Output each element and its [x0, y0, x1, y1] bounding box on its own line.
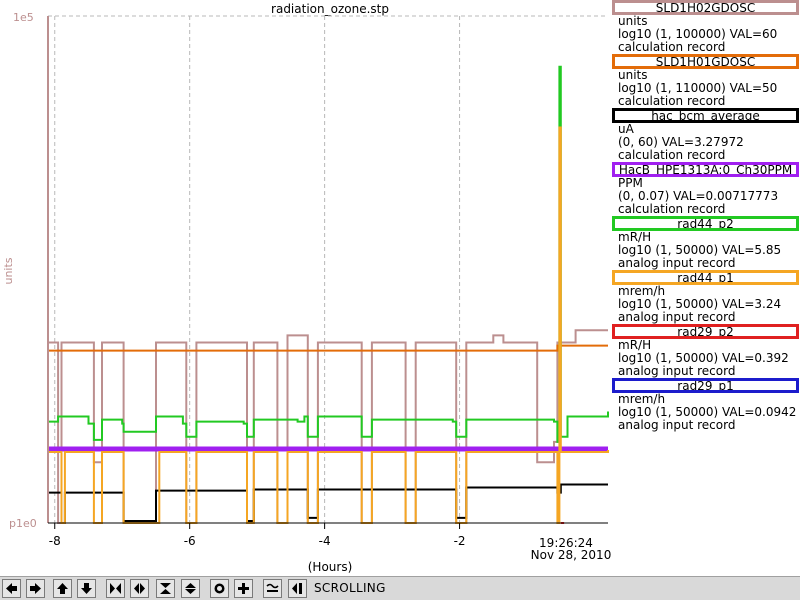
- circle-icon: [214, 583, 225, 594]
- series-line-rad44-p2: [48, 65, 609, 443]
- legend-item[interactable]: SLD1H01GDOSC units log10 (1, 110000) VAL=5…: [612, 54, 800, 108]
- zoom-in-y-button[interactable]: [156, 579, 175, 598]
- arrow-up-icon: [57, 583, 68, 594]
- legend-item[interactable]: rad29_p1 mrem/h log10 (1, 50000) VAL=0.094…: [612, 378, 800, 432]
- legend-item[interactable]: SLD1H02GDOSC units log10 (1, 100000) VAL=6…: [612, 0, 800, 54]
- scroll-left-button[interactable]: [2, 579, 21, 598]
- legend-range: (0, 0.07) VAL=0.00717773: [618, 189, 779, 203]
- legend-record-type: calculation record: [618, 94, 726, 108]
- legend-series-name: rad29_p2: [612, 324, 799, 339]
- x-tick-label: -8: [49, 534, 61, 548]
- x-tick-label: -4: [319, 534, 331, 548]
- x-axis-label: (Hours): [308, 560, 353, 574]
- legend-record-type: calculation record: [618, 40, 726, 54]
- arrow-right-icon: [30, 583, 41, 594]
- compress-vertical-icon: [185, 583, 196, 594]
- legend-series-name: SLD1H02GDOSC: [612, 0, 799, 15]
- zoom-out-y-button[interactable]: [181, 579, 200, 598]
- arrow-down-icon: [81, 583, 92, 594]
- center-button[interactable]: [234, 579, 253, 598]
- legend-range: log10 (1, 50000) VAL=0.392: [618, 351, 789, 365]
- toggle-scroll-button[interactable]: [288, 579, 307, 598]
- zoom-out-x-button[interactable]: [130, 579, 149, 598]
- legend-range: log10 (1, 100000) VAL=60: [618, 27, 778, 41]
- toolbar: SCROLLING: [0, 576, 800, 600]
- legend: SLD1H02GDOSC units log10 (1, 100000) VAL=6…: [612, 0, 800, 432]
- legend-range: (0, 60) VAL=3.27972: [618, 135, 744, 149]
- series-lines: [48, 65, 609, 524]
- y-axis-bottom-label: p1e0: [9, 517, 37, 530]
- autoscale-button[interactable]: [210, 579, 229, 598]
- legend-record-type: analog input record: [618, 418, 736, 432]
- legend-series-name: hac_bcm_average: [612, 108, 799, 123]
- legend-units: uA: [618, 122, 634, 136]
- status-text: SCROLLING: [314, 581, 386, 595]
- legend-units: units: [618, 14, 648, 28]
- legend-units: PPM: [618, 176, 643, 190]
- series-line-sld1h01gdosc: [48, 344, 608, 352]
- legend-record-type: analog input record: [618, 256, 736, 270]
- legend-range: log10 (1, 50000) VAL=5.85: [618, 243, 782, 257]
- legend-record-type: calculation record: [618, 148, 726, 162]
- legend-item[interactable]: rad29_p2 mR/H log10 (1, 50000) VAL=0.392 an…: [612, 324, 800, 378]
- current-date-label: Nov 28, 2010: [531, 548, 612, 562]
- legend-series-name: SLD1H01GDOSC: [612, 54, 799, 69]
- grid: [48, 15, 608, 523]
- scale-icon: [266, 583, 279, 592]
- compress-horizontal-icon: [134, 583, 145, 594]
- cross-icon: [238, 583, 249, 594]
- legend-range: log10 (1, 110000) VAL=50: [618, 81, 778, 95]
- y-axis-top-label: 1e5: [13, 11, 34, 24]
- legend-item[interactable]: hac_bcm_average uA (0, 60) VAL=3.27972 calc…: [612, 108, 800, 162]
- legend-item[interactable]: rad44_p2 mR/H log10 (1, 50000) VAL=5.85 ana…: [612, 216, 800, 270]
- legend-record-type: calculation record: [618, 202, 726, 216]
- expand-vertical-icon: [160, 583, 171, 594]
- plot-area[interactable]: radiation_ozone.stp 1e5 p1e0 units -8 -6-…: [0, 0, 612, 576]
- expand-horizontal-icon: [110, 583, 121, 594]
- series-line-hac-bcm-average: [48, 483, 608, 524]
- series-line-rad44-p1: [48, 126, 609, 524]
- legend-range: log10 (1, 50000) VAL=0.0942: [618, 405, 797, 419]
- chart-title: radiation_ozone.stp: [271, 2, 389, 16]
- scroll-toggle-icon: [292, 583, 302, 594]
- legend-units: mR/H: [618, 230, 652, 244]
- y-axis-label: units: [2, 257, 15, 284]
- legend-series-name: rad44_p2: [612, 216, 799, 231]
- legend-item[interactable]: HacB_HPE1313A:0_Ch30PPM PPM (0, 0.07) VAL=…: [612, 162, 800, 216]
- legend-units: mR/H: [618, 338, 652, 352]
- legend-item[interactable]: rad44_p1 mrem/h log10 (1, 50000) VAL=3.24 a…: [612, 270, 800, 324]
- legend-units: units: [618, 68, 648, 82]
- legend-range: log10 (1, 50000) VAL=3.24: [618, 297, 782, 311]
- scroll-down-button[interactable]: [77, 579, 96, 598]
- arrow-left-icon: [6, 583, 17, 594]
- legend-record-type: analog input record: [618, 310, 736, 324]
- x-tick-label: -2: [454, 534, 466, 548]
- legend-record-type: analog input record: [618, 364, 736, 378]
- legend-series-name: HacB_HPE1313A:0_Ch30PPM: [612, 162, 799, 177]
- legend-units: mrem/h: [618, 392, 666, 406]
- legend-series-name: rad29_p1: [612, 378, 799, 393]
- scale-button[interactable]: [263, 579, 282, 598]
- scroll-up-button[interactable]: [53, 579, 72, 598]
- scroll-right-button[interactable]: [26, 579, 45, 598]
- legend-series-name: rad44_p1: [612, 270, 799, 285]
- series-line-sld1h02gdosc: [48, 329, 608, 524]
- legend-units: mrem/h: [618, 284, 666, 298]
- zoom-in-x-button[interactable]: [106, 579, 125, 598]
- x-tick-label: -6: [184, 534, 196, 548]
- current-time-label: 19:26:24: [539, 536, 593, 550]
- x-ticks: -8 -6 -4 -2: [49, 523, 466, 548]
